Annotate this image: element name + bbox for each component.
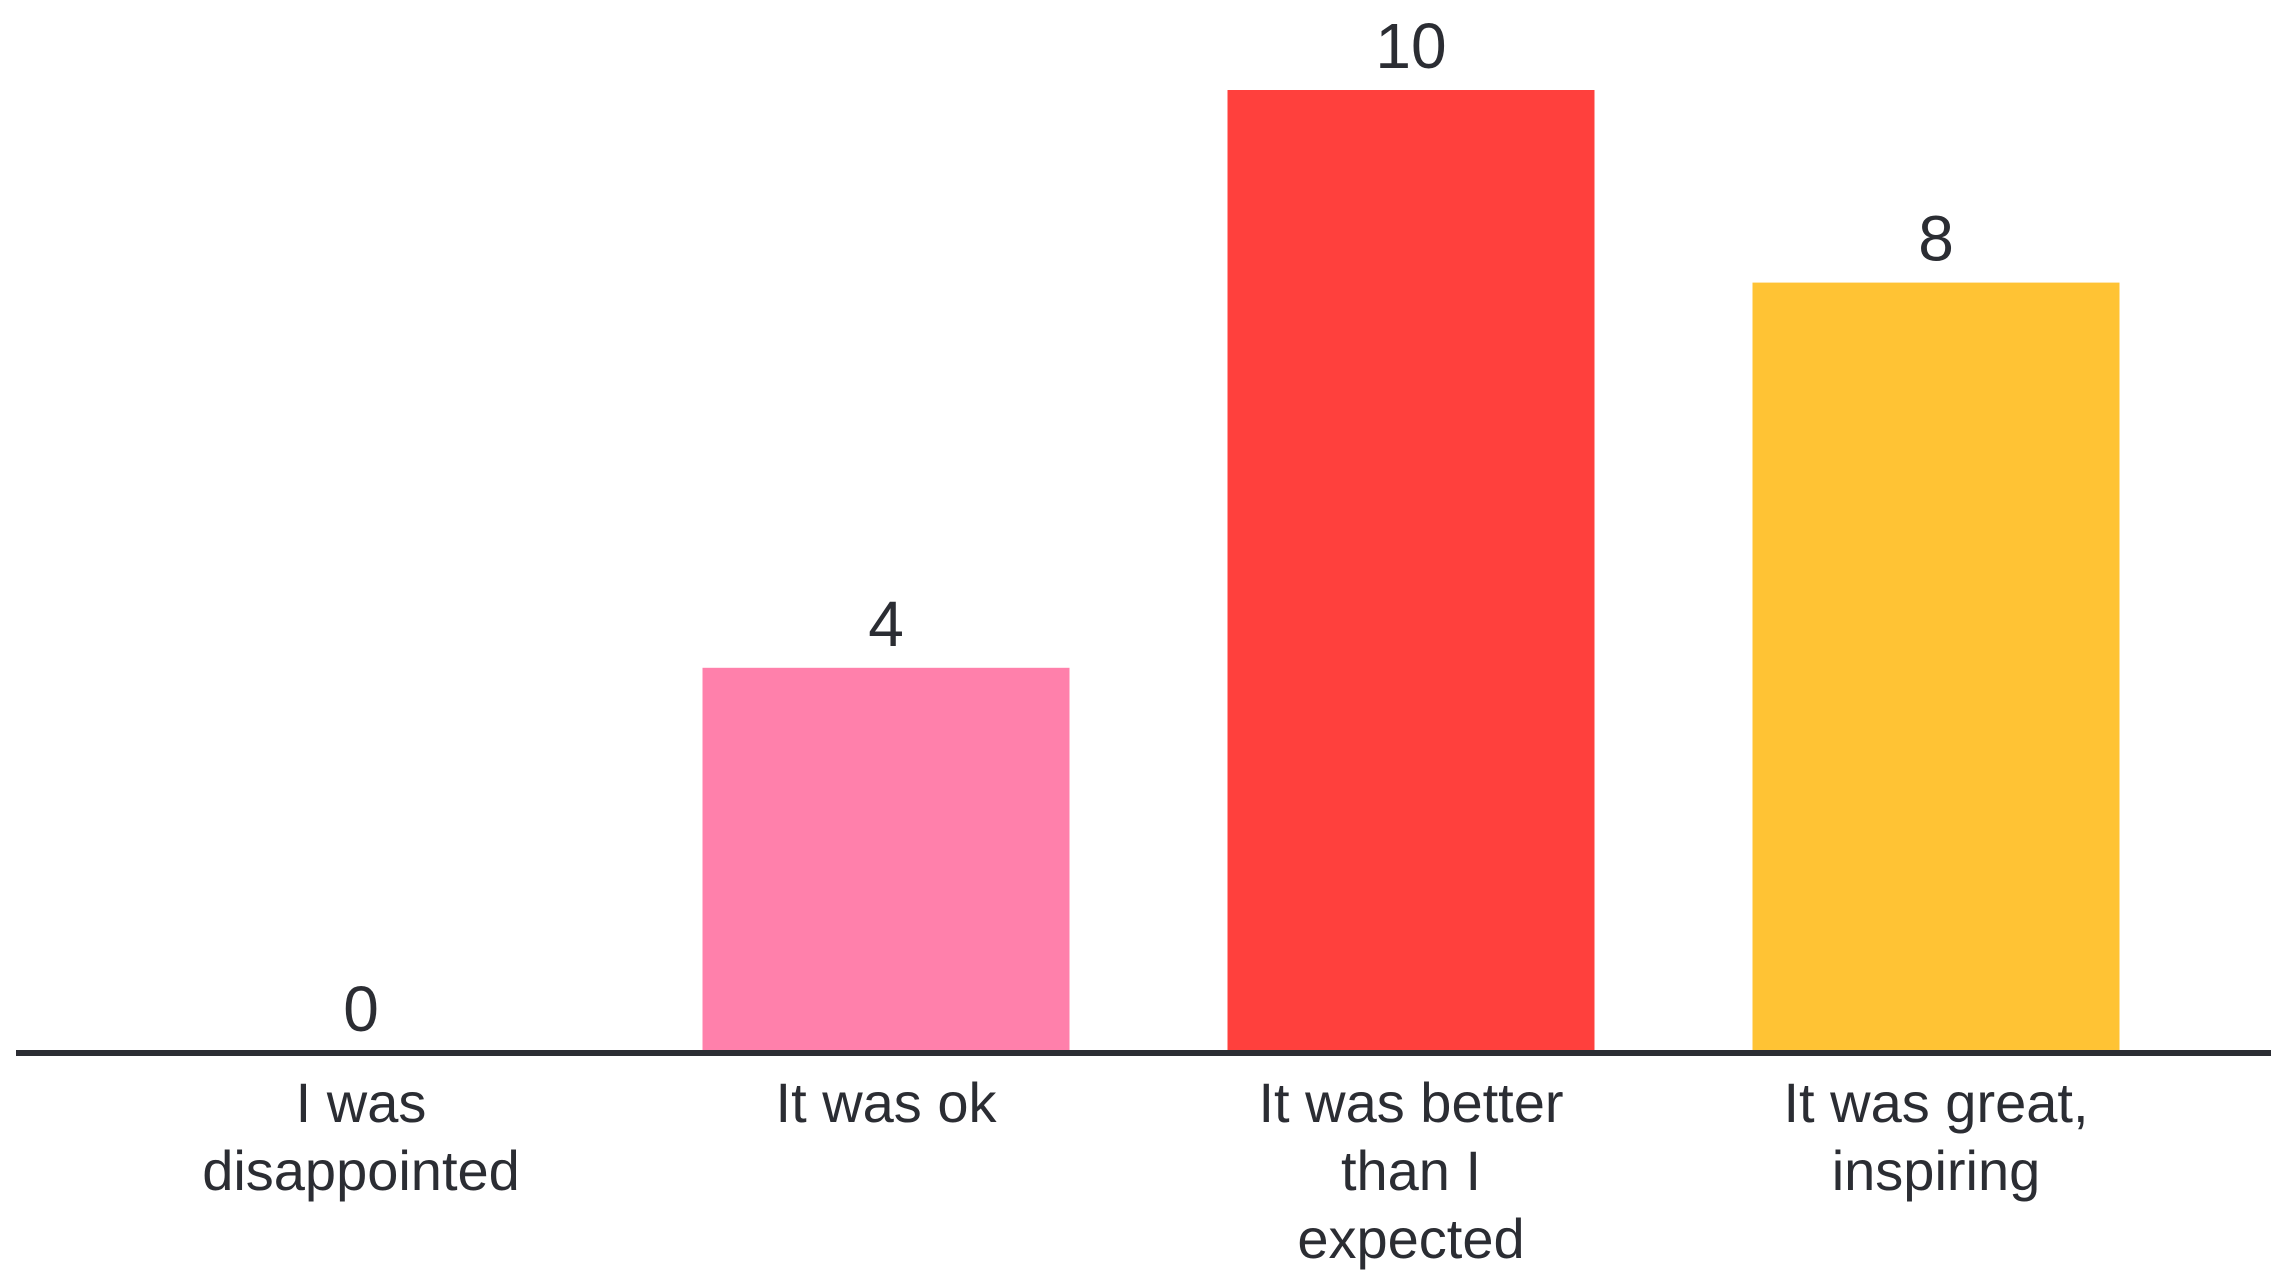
category-label-2: It was ok xyxy=(776,1071,998,1134)
category-label-4: It was great, inspiring xyxy=(1783,1071,2088,1202)
bar-2 xyxy=(702,667,1070,1053)
labels-group: 0 I was disappointed 4 It was ok 10 It was bet… xyxy=(202,10,2088,1270)
value-label-1: 0 xyxy=(343,973,379,1045)
category-label-line: It was ok xyxy=(776,1071,998,1134)
bar-3 xyxy=(1227,90,1595,1053)
category-label-line: It was better xyxy=(1258,1071,1563,1134)
value-label-4: 8 xyxy=(1918,203,1954,275)
category-label-line: expected xyxy=(1297,1207,1524,1270)
bar-4 xyxy=(1752,282,2120,1054)
category-label-line: disappointed xyxy=(202,1139,520,1202)
bars-group xyxy=(702,90,2120,1054)
category-label-line: than I xyxy=(1341,1139,1481,1202)
category-label-1: I was disappointed xyxy=(202,1071,520,1202)
value-label-2: 4 xyxy=(868,588,904,660)
value-label-3: 10 xyxy=(1375,10,1446,82)
category-label-line: I was xyxy=(296,1071,427,1134)
category-label-line: It was great, xyxy=(1783,1071,2088,1134)
category-label-line: inspiring xyxy=(1832,1139,2041,1202)
